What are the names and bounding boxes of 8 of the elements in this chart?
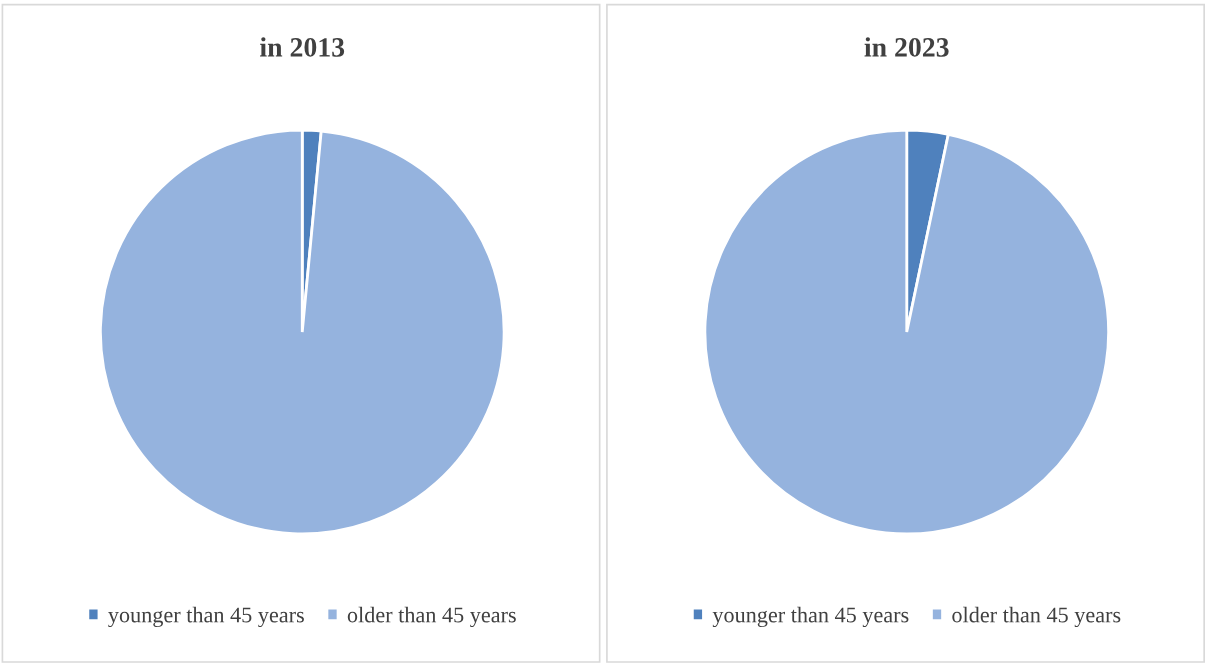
legend-label: younger than 45 years: [108, 606, 304, 628]
pie-slice: [99, 128, 506, 536]
chart-title: in 2023: [864, 37, 949, 57]
legend-label: older than 45 years: [952, 606, 1121, 628]
chart-title: in 2013: [260, 37, 345, 57]
legend-label: older than 45 years: [347, 606, 516, 628]
pie-slice: [703, 128, 1110, 536]
legend-label: younger than 45 years: [712, 606, 909, 628]
